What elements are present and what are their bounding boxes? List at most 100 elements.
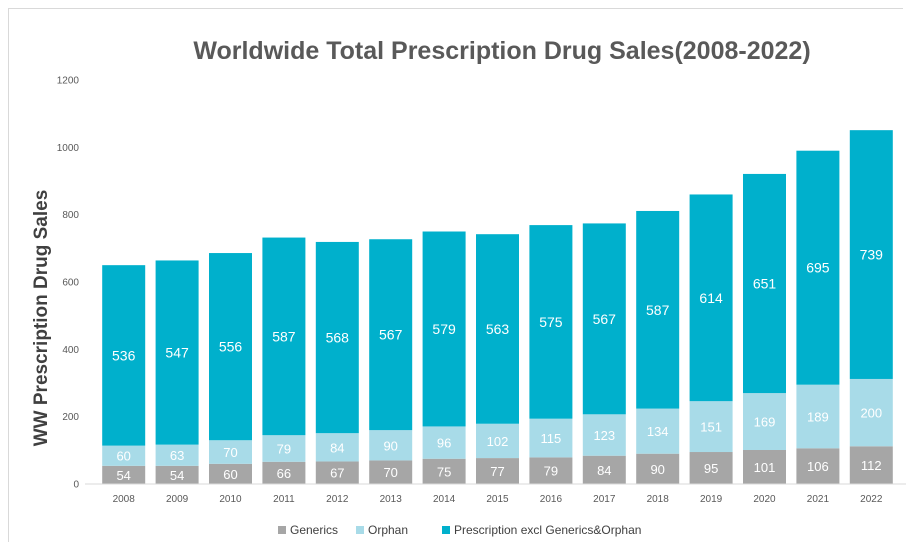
bar-segment <box>262 435 306 462</box>
y-axis-label: WW Prescription Drug Sales <box>31 190 52 447</box>
bar-segment <box>582 223 626 415</box>
x-axis-ticks: 2008 2009 2010 2011 2012 2013 2014 2015 2016 2017… <box>113 494 883 505</box>
bar-segment <box>262 461 306 484</box>
data-label: 60 <box>223 467 237 482</box>
bar-segment <box>209 440 252 464</box>
bar-segment <box>369 239 413 431</box>
bar-segment <box>796 448 840 484</box>
bar-segment <box>102 265 146 446</box>
data-label: 70 <box>223 445 237 460</box>
data-label: 695 <box>806 260 830 276</box>
y-tick-label: 800 <box>62 210 79 221</box>
data-label: 90 <box>383 438 397 453</box>
legend-label: Prescription excl Generics&Orphan <box>454 523 641 537</box>
x-tick-label: 2015 <box>486 494 509 505</box>
bar-segment <box>422 458 466 484</box>
bar-segment <box>796 384 840 449</box>
bar-segment <box>315 461 359 484</box>
legend-label: Generics <box>290 523 338 537</box>
bar-segment <box>422 231 466 427</box>
data-label: 79 <box>277 441 291 456</box>
x-tick-label: 2009 <box>166 494 189 505</box>
bar-segment <box>476 234 519 424</box>
bar-segment <box>369 460 413 484</box>
x-tick-label: 2016 <box>540 494 563 505</box>
legend: Generics Orphan Prescription excl Generics… <box>278 523 641 537</box>
data-label: 556 <box>219 339 243 355</box>
y-tick-label: 600 <box>62 278 79 289</box>
bar-segment <box>155 260 199 445</box>
bar-segment <box>209 253 252 441</box>
bar-segment <box>102 465 146 484</box>
y-tick-label: 200 <box>62 412 79 423</box>
bar-segment <box>155 444 199 466</box>
data-label: 134 <box>647 424 669 439</box>
legend-swatch <box>442 526 450 534</box>
data-label: 106 <box>807 459 829 474</box>
data-label: 77 <box>490 464 504 479</box>
legend-swatch <box>356 526 364 534</box>
data-label: 567 <box>593 311 617 327</box>
data-label: 102 <box>487 434 509 449</box>
bar-segment <box>636 453 680 484</box>
data-label: 189 <box>807 409 829 424</box>
data-label: 63 <box>170 448 184 463</box>
bar-segment <box>476 458 519 484</box>
bar-segment <box>476 423 519 459</box>
bar-segment <box>743 393 786 450</box>
data-label: 575 <box>539 314 563 330</box>
data-label: 112 <box>861 458 882 473</box>
x-tick-label: 2021 <box>807 494 830 505</box>
data-label: 547 <box>165 345 189 361</box>
x-tick-label: 2019 <box>700 494 723 505</box>
bar-segment <box>262 237 306 436</box>
y-tick-label: 1000 <box>57 143 80 154</box>
data-label: 651 <box>753 276 777 292</box>
bar-segment <box>582 414 626 456</box>
bar-segment <box>529 418 573 458</box>
data-label: 567 <box>379 327 403 343</box>
bar-segment <box>849 130 893 379</box>
x-tick-label: 2010 <box>219 494 242 505</box>
data-label: 587 <box>646 302 670 318</box>
bar-segment <box>796 150 840 385</box>
data-label: 739 <box>860 247 884 263</box>
x-tick-label: 2014 <box>433 494 456 505</box>
data-label: 568 <box>326 330 350 346</box>
data-label: 151 <box>700 420 722 435</box>
legend-label: Orphan <box>368 523 408 537</box>
x-tick-label: 2013 <box>380 494 403 505</box>
bar-segment <box>102 445 146 466</box>
data-label: 54 <box>116 468 130 483</box>
data-label: 70 <box>383 465 397 480</box>
data-label: 200 <box>860 406 882 421</box>
bar-segment <box>636 210 680 409</box>
bar-segment <box>529 457 573 484</box>
bar-segment <box>849 378 893 447</box>
x-tick-label: 2018 <box>647 494 670 505</box>
bar-segment <box>209 463 252 484</box>
chart-frame <box>8 8 903 542</box>
bar-segment <box>582 455 626 484</box>
data-label: 614 <box>699 290 723 306</box>
data-label: 67 <box>330 466 344 481</box>
bars-group: 54 60 536 54 63 547 60 70 556 66 79 587 67 84 568 70 90 5… <box>102 130 893 484</box>
bar-segment <box>315 433 359 462</box>
y-axis-ticks: 0 200 400 600 800 1000 1200 <box>57 76 80 491</box>
data-label: 115 <box>541 431 562 446</box>
data-label: 169 <box>754 415 776 430</box>
y-tick-label: 0 <box>73 480 79 491</box>
bar-segment <box>422 426 466 459</box>
y-tick-label: 400 <box>62 345 79 356</box>
data-label: 536 <box>112 347 136 363</box>
data-label: 96 <box>437 436 451 451</box>
data-label: 90 <box>650 462 664 477</box>
bar-segment <box>743 173 786 394</box>
data-label: 54 <box>170 468 184 483</box>
x-tick-label: 2011 <box>273 494 295 505</box>
data-label: 563 <box>486 321 510 337</box>
data-label: 60 <box>116 449 130 464</box>
x-tick-label: 2017 <box>593 494 616 505</box>
legend-swatch <box>278 526 286 534</box>
